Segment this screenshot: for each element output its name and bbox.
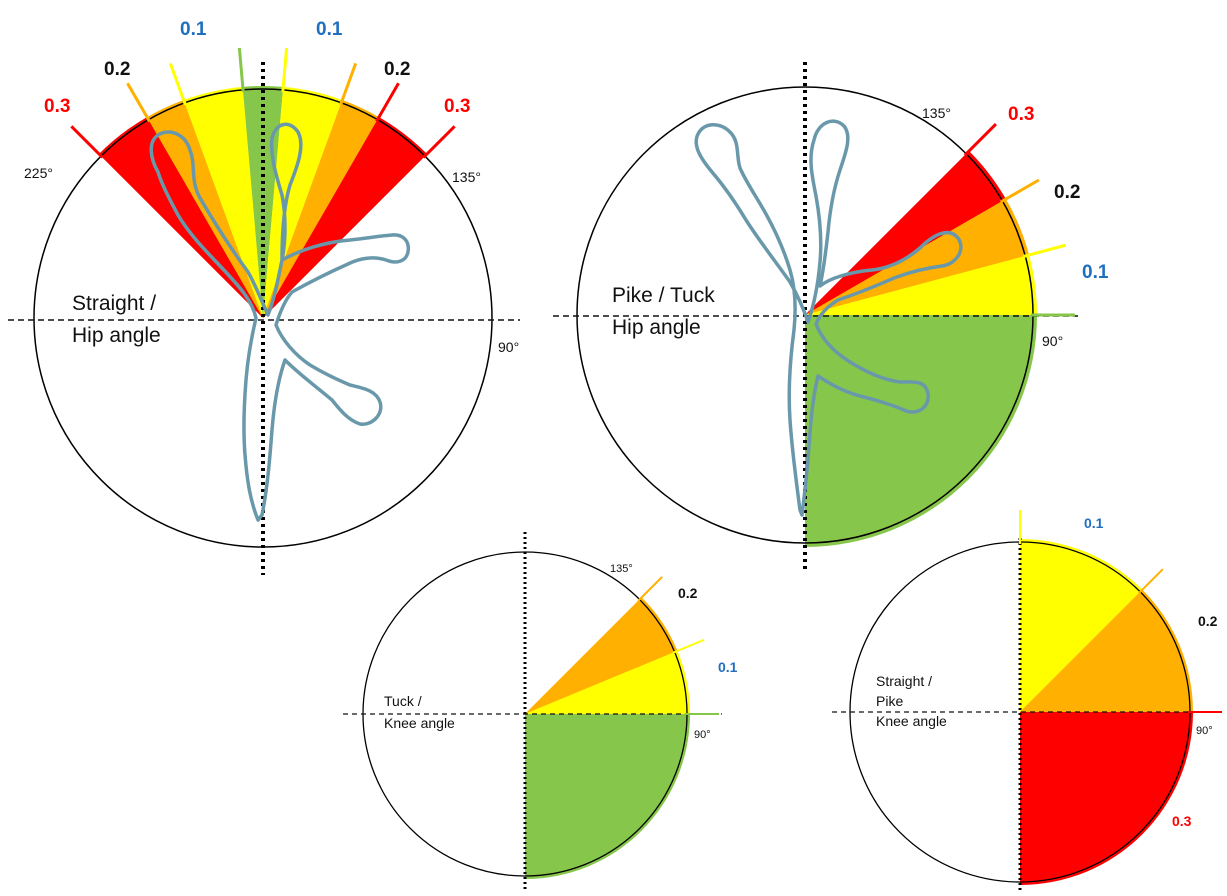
straight-pike-knee-zone-0.2-1 (1020, 591, 1190, 712)
straight-hip-boundary-tick (375, 82, 400, 123)
straight-pike-knee-deduction-0.1: 0.1 (1084, 515, 1104, 531)
pike-tuck-hip-deduction-0.3: 0.3 (1008, 104, 1034, 125)
straight-hip-ticks (70, 47, 456, 159)
straight-pike-knee-ticks (1019, 510, 1222, 713)
straight-hip-degree-225: 225° (24, 165, 53, 181)
pike-tuck-hip-boundary-tick (999, 178, 1040, 204)
tuck-knee-zone-0.2-0 (525, 599, 675, 714)
pike-tuck-hip-boundary-tick (963, 123, 997, 157)
straight-hip-zone-0.2-5 (263, 102, 378, 318)
pike-tuck-hip-deduction-0.2: 0.2 (1054, 182, 1080, 203)
pike-tuck-hip-zone-0.2-1 (805, 201, 1026, 315)
pike-tuck-hip-title-line1: Pike / Tuck (612, 284, 715, 307)
tuck-knee-degree-90: 90° (694, 729, 711, 741)
straight-pike-knee-zone-0.1-0 (1020, 542, 1141, 712)
tuck-knee-title-line2: Knee angle (384, 715, 455, 731)
straight-hip-deduction-0.3-left: 0.3 (44, 96, 70, 117)
straight-hip-boundary-tick (168, 62, 187, 106)
straight-hip-diagram: Straight / Hip angle 225° 135° 90° 0.3 0… (8, 19, 520, 575)
straight-hip-deduction-0.1-right: 0.1 (316, 19, 343, 40)
tuck-knee-zone-0-2 (525, 714, 687, 876)
pike-tuck-hip-ticks (963, 123, 1075, 317)
straight-hip-zone-0.1-2 (184, 89, 263, 319)
straight-pike-knee-deduction-0.2: 0.2 (1198, 613, 1218, 629)
straight-pike-knee-deduction-0.3: 0.3 (1172, 813, 1192, 829)
pike-tuck-hip-diagram: Pike / Tuck Hip angle 135° 90° 0.3 0.2 0… (553, 62, 1109, 570)
straight-hip-deduction-0.3-right: 0.3 (444, 96, 470, 117)
tuck-knee-deduction-0.1: 0.1 (718, 659, 738, 675)
straight-hip-boundary-tick (126, 82, 151, 123)
straight-hip-title-line1: Straight / (72, 292, 156, 315)
straight-pike-knee-title-line3: Knee angle (876, 713, 947, 729)
straight-hip-zone-0.3-6 (263, 119, 425, 319)
straight-hip-figure-outline (149, 122, 411, 522)
tuck-knee-zone-0.1-1 (525, 652, 687, 714)
pike-tuck-hip-degree-90: 90° (1042, 333, 1063, 349)
tuck-knee-boundary-tick (672, 638, 705, 654)
straight-hip-deduction-0.2-right: 0.2 (384, 59, 410, 80)
tuck-knee-zones (525, 597, 690, 879)
straight-pike-knee-title-line1: Straight / (876, 673, 932, 689)
tuck-knee-boundary-tick (637, 576, 663, 602)
straight-hip-degree-135: 135° (452, 169, 481, 185)
pike-tuck-hip-deduction-0.1: 0.1 (1082, 262, 1109, 283)
straight-hip-title-line2: Hip angle (72, 324, 161, 347)
pike-tuck-hip-degree-135: 135° (922, 105, 951, 121)
tuck-knee-degree-135: 135° (610, 563, 633, 575)
pike-tuck-hip-figure-outline (694, 119, 963, 517)
straight-pike-knee-title-line2: Pike (876, 693, 903, 709)
pike-tuck-hip-zone-0.1-2 (805, 255, 1033, 315)
straight-hip-degree-90: 90° (498, 339, 519, 355)
pike-tuck-hip-zone-0.3-0 (805, 153, 1003, 315)
straight-hip-deduction-0.1-left: 0.1 (180, 19, 207, 40)
pike-tuck-hip-zones (805, 150, 1037, 547)
straight-hip-boundary-tick (237, 47, 245, 92)
straight-pike-knee-zones (1020, 539, 1193, 885)
straight-pike-knee-diagram: Straight / Pike Knee angle 90° 0.1 0.2 0… (832, 510, 1222, 892)
straight-pike-knee-boundary-tick (1138, 568, 1164, 594)
straight-hip-boundary-tick (70, 125, 104, 159)
tuck-knee-title-line1: Tuck / (384, 693, 422, 709)
tuck-knee-diagram: Tuck / Knee angle 135° 90° 0.2 0.1 (343, 532, 738, 890)
pike-tuck-hip-boundary-tick (1022, 243, 1067, 258)
straight-hip-boundary-tick (339, 62, 358, 106)
pike-tuck-hip-title-line2: Hip angle (612, 316, 701, 339)
straight-pike-knee-degree-90: 90° (1196, 725, 1213, 737)
straight-hip-deduction-0.2-left: 0.2 (104, 59, 130, 80)
straight-hip-boundary-tick (422, 125, 456, 159)
straight-hip-boundary-tick (281, 47, 289, 92)
pike-tuck-hip-zone-0-3 (805, 315, 1033, 543)
tuck-knee-ticks (637, 576, 719, 715)
straight-pike-knee-zone-0.3-2 (1020, 712, 1190, 882)
tuck-knee-deduction-0.2: 0.2 (678, 585, 698, 601)
